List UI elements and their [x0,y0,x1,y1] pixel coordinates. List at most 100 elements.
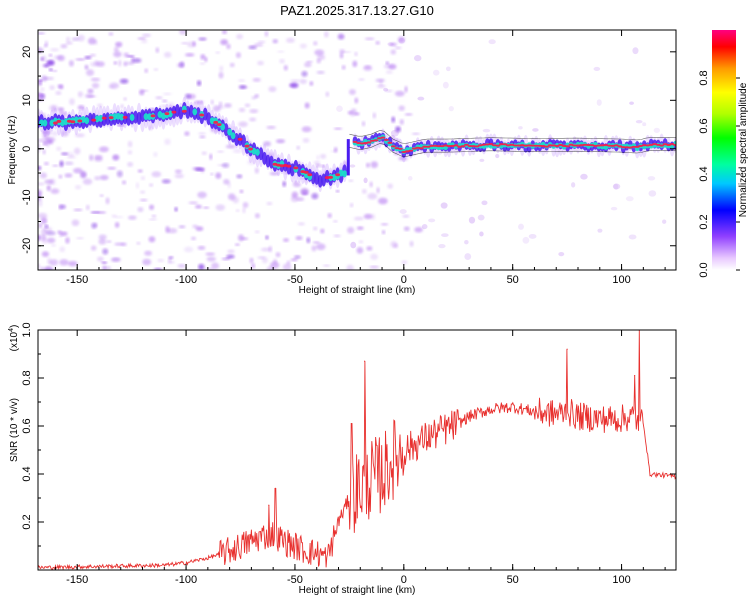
spectrogram-speckle [111,214,117,218]
spectrogram-speckle [155,47,160,53]
spectrogram-speckle [114,215,124,219]
spectrogram-speckle [127,140,133,148]
spectrogram-y-tick-label: 0 [21,146,33,152]
spectrogram-speckle [404,113,413,116]
spectrogram-speckle [238,107,246,113]
spectrogram-speckle [215,51,220,54]
spectrogram-speckle [89,53,96,57]
spectrogram-speckle [532,128,539,132]
spectrogram-speckle [144,68,148,73]
spectrogram-speckle [269,171,280,176]
spectrogram-speckle [339,49,345,54]
spectrogram-speckle [363,213,373,220]
spectrogram-speckle [323,31,329,38]
spectrogram-speckle [464,239,469,245]
spectrogram-ridge-cell [220,123,226,131]
spectrogram-speckle [119,78,129,84]
spectrogram-speckle [195,226,204,232]
spectrogram-speckle [377,84,386,89]
spectrogram-speckle [229,62,235,68]
colorbar-ticks: 0.0 0.2 0.4 0.6 0.8 [698,70,740,278]
spectrogram-speckle [428,218,436,223]
snr-x-ticks: -150 -100 -50 0 50 100 [54,330,666,586]
spectrogram-speckle [141,39,148,44]
spectrogram-speckle [99,174,109,181]
spectrogram-ridge-cell [558,143,563,147]
spectrogram-speckle [161,179,171,184]
spectrogram-speckle [122,180,127,185]
spectrogram-speckle [209,153,213,160]
spectrogram-speckle [372,112,376,119]
spectrogram-speckle [385,61,389,65]
spectrogram-ridge-cell [147,113,152,121]
spectrogram-ridge-cell [488,143,494,146]
snr-spike-point [274,487,276,489]
spectrogram-speckle [99,146,109,153]
spectrogram-speckle [42,135,49,139]
spectrogram-speckle [391,116,395,123]
spectrogram-speckle [77,34,85,42]
spectrogram-speckle [236,34,244,40]
spectrogram-speckle [610,206,618,211]
spectrogram-speckle [84,93,94,99]
spectrogram-speckle [106,240,112,243]
spectrogram-speckle [52,164,59,167]
spectrogram-speckle [194,100,204,104]
spectrogram-speckle [440,202,448,209]
spectrogram-speckle [197,191,207,199]
snr-y-tick-label: 0.8 [21,370,33,385]
spectrogram-speckle [248,45,257,50]
spectrogram-speckle [85,204,90,211]
spectrogram-speckle [275,139,286,144]
spectrogram-ridge-cell [227,128,233,136]
spectrogram-speckle [137,37,147,40]
spectrogram-speckle [239,189,244,194]
spectrogram-speckle [358,240,364,244]
spectrogram-speckle [366,246,373,251]
spectrogram-speckle [301,126,312,133]
spectrogram-ridge-cell [192,108,198,116]
spectrogram-speckle [210,172,214,176]
spectrogram-speckle [316,58,321,64]
spectrogram-ridge-cell [464,143,469,146]
spectrogram-speckle [291,191,299,198]
spectrogram-speckle [102,265,107,270]
spectrogram-ridge-cell [498,143,504,146]
colorbar-tick-label: 0.2 [698,214,710,229]
spectrogram-speckle [49,85,55,90]
spectrogram-speckle [350,241,357,249]
spectrogram-speckle [115,41,123,48]
spectrogram-y-tick-label: -10 [21,189,33,205]
spectrogram-speckle [315,243,326,251]
spectrogram-speckle [38,79,43,82]
spectrogram-speckle [162,92,172,96]
spectrogram-speckle [279,58,285,64]
spectrogram-speckle [127,162,134,167]
spectrogram-speckle [306,237,311,244]
spectrogram-speckle [260,247,271,252]
spectrogram-speckle [123,61,128,67]
spectrogram-speckle [188,201,199,205]
spectrogram-ridge-cell [666,143,671,146]
spectrogram-speckle [522,236,530,244]
spectrogram-speckle [257,40,266,44]
spectrogram-speckle [141,33,151,38]
spectrogram-speckle [316,155,320,161]
spectrogram-ridge-cell [150,114,156,118]
spectrogram-speckle [642,122,647,127]
spectrogram-speckle [149,204,155,210]
spectrogram-speckle [242,207,246,214]
spectrogram-speckle [302,138,310,143]
spectrogram-speckle [349,164,356,168]
spectrogram-speckle [348,89,356,95]
spectrogram-ridge-cell [335,173,341,177]
spectrogram-ridge-cell [101,116,107,120]
spectrogram-x-axis-title: Height of straight line (km) [299,285,416,296]
snr-panel: -150 -100 -50 0 50 100 0.2 0.4 0.6 0.8 1.0 Height… [8,322,677,596]
spectrogram-ridge-cell [474,145,480,148]
spectrogram-speckle [477,214,485,221]
spectrogram-x-tick-label: 50 [507,274,519,286]
spectrogram-y-axis-title: Frequency (Hz) [7,116,18,185]
spectrogram-speckle [333,147,338,153]
spectrogram-ridge-cell [84,117,90,125]
